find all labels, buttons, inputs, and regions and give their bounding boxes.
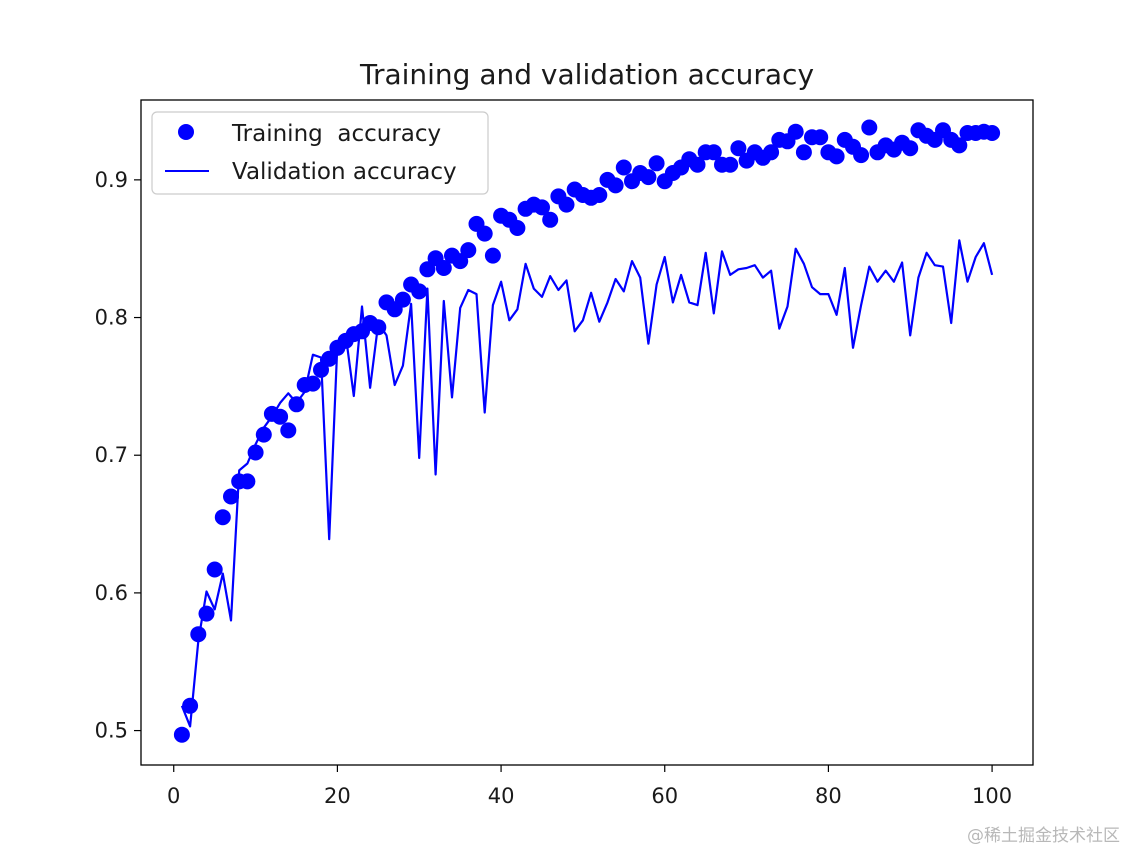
training-series <box>173 119 1001 743</box>
training-point <box>853 147 870 164</box>
training-point <box>484 247 501 264</box>
y-tick-label: 0.8 <box>95 306 128 330</box>
x-tick-label: 20 <box>324 784 351 808</box>
training-point <box>730 140 747 157</box>
training-point <box>828 148 845 165</box>
training-point <box>173 726 190 743</box>
training-point <box>288 396 305 413</box>
training-point <box>247 444 264 461</box>
training-point <box>689 156 706 173</box>
training-point <box>370 319 387 336</box>
training-point <box>223 488 239 505</box>
training-point <box>394 291 411 308</box>
training-point <box>722 156 739 173</box>
training-point <box>214 509 231 526</box>
x-tick-label: 0 <box>167 784 180 808</box>
legend-box <box>151 111 489 195</box>
training-point <box>812 129 829 146</box>
training-point <box>558 196 575 213</box>
training-point <box>705 144 722 161</box>
legend-validation-label: Validation accuracy <box>232 159 457 185</box>
training-point <box>206 561 223 578</box>
y-tick-label: 0.9 <box>95 168 128 192</box>
training-point <box>321 350 338 367</box>
training-point <box>419 261 436 278</box>
training-point <box>476 225 493 242</box>
training-point <box>272 408 289 425</box>
chart-title: Training and validation accuracy <box>359 58 814 91</box>
training-point <box>190 626 207 643</box>
plot-frame <box>140 99 1034 766</box>
training-point <box>591 187 608 203</box>
y-axis: 0.5 0.6 0.7 0.8 0.9 <box>95 168 141 743</box>
y-tick-label: 0.7 <box>95 443 128 467</box>
x-tick-label: 60 <box>651 784 678 808</box>
training-point <box>984 125 1001 141</box>
training-point <box>239 473 256 490</box>
training-point <box>607 177 624 194</box>
training-point <box>435 260 452 276</box>
training-point <box>411 283 428 300</box>
x-axis: 0 20 40 60 80 100 <box>167 765 1012 808</box>
training-point <box>255 426 272 443</box>
training-point <box>861 119 878 136</box>
x-tick-label: 40 <box>488 784 515 808</box>
legend-training-marker <box>178 124 194 140</box>
training-point <box>763 144 780 161</box>
training-point <box>460 242 477 259</box>
validation-series <box>180 239 994 728</box>
training-point <box>198 605 215 622</box>
training-point <box>640 169 657 186</box>
validation-line <box>180 239 994 728</box>
training-point <box>280 422 297 439</box>
training-point <box>615 159 632 176</box>
x-tick-label: 100 <box>972 784 1012 808</box>
training-point <box>509 220 526 236</box>
training-point <box>795 144 812 161</box>
training-point <box>648 155 665 172</box>
training-point <box>182 697 199 714</box>
training-point <box>452 253 469 270</box>
legend: Training accuracy Validation accuracy <box>151 111 489 195</box>
training-point <box>313 361 329 378</box>
legend-training-label: Training accuracy <box>231 121 441 147</box>
training-point <box>951 137 968 154</box>
training-point <box>902 140 919 157</box>
y-tick-label: 0.5 <box>95 719 128 743</box>
y-tick-label: 0.6 <box>95 581 128 605</box>
training-point <box>542 211 559 228</box>
training-point <box>534 199 550 216</box>
training-point <box>787 123 804 140</box>
x-tick-label: 80 <box>815 784 842 808</box>
watermark: @稀土掘金技术社区 <box>967 826 1120 846</box>
training-point <box>304 375 321 392</box>
